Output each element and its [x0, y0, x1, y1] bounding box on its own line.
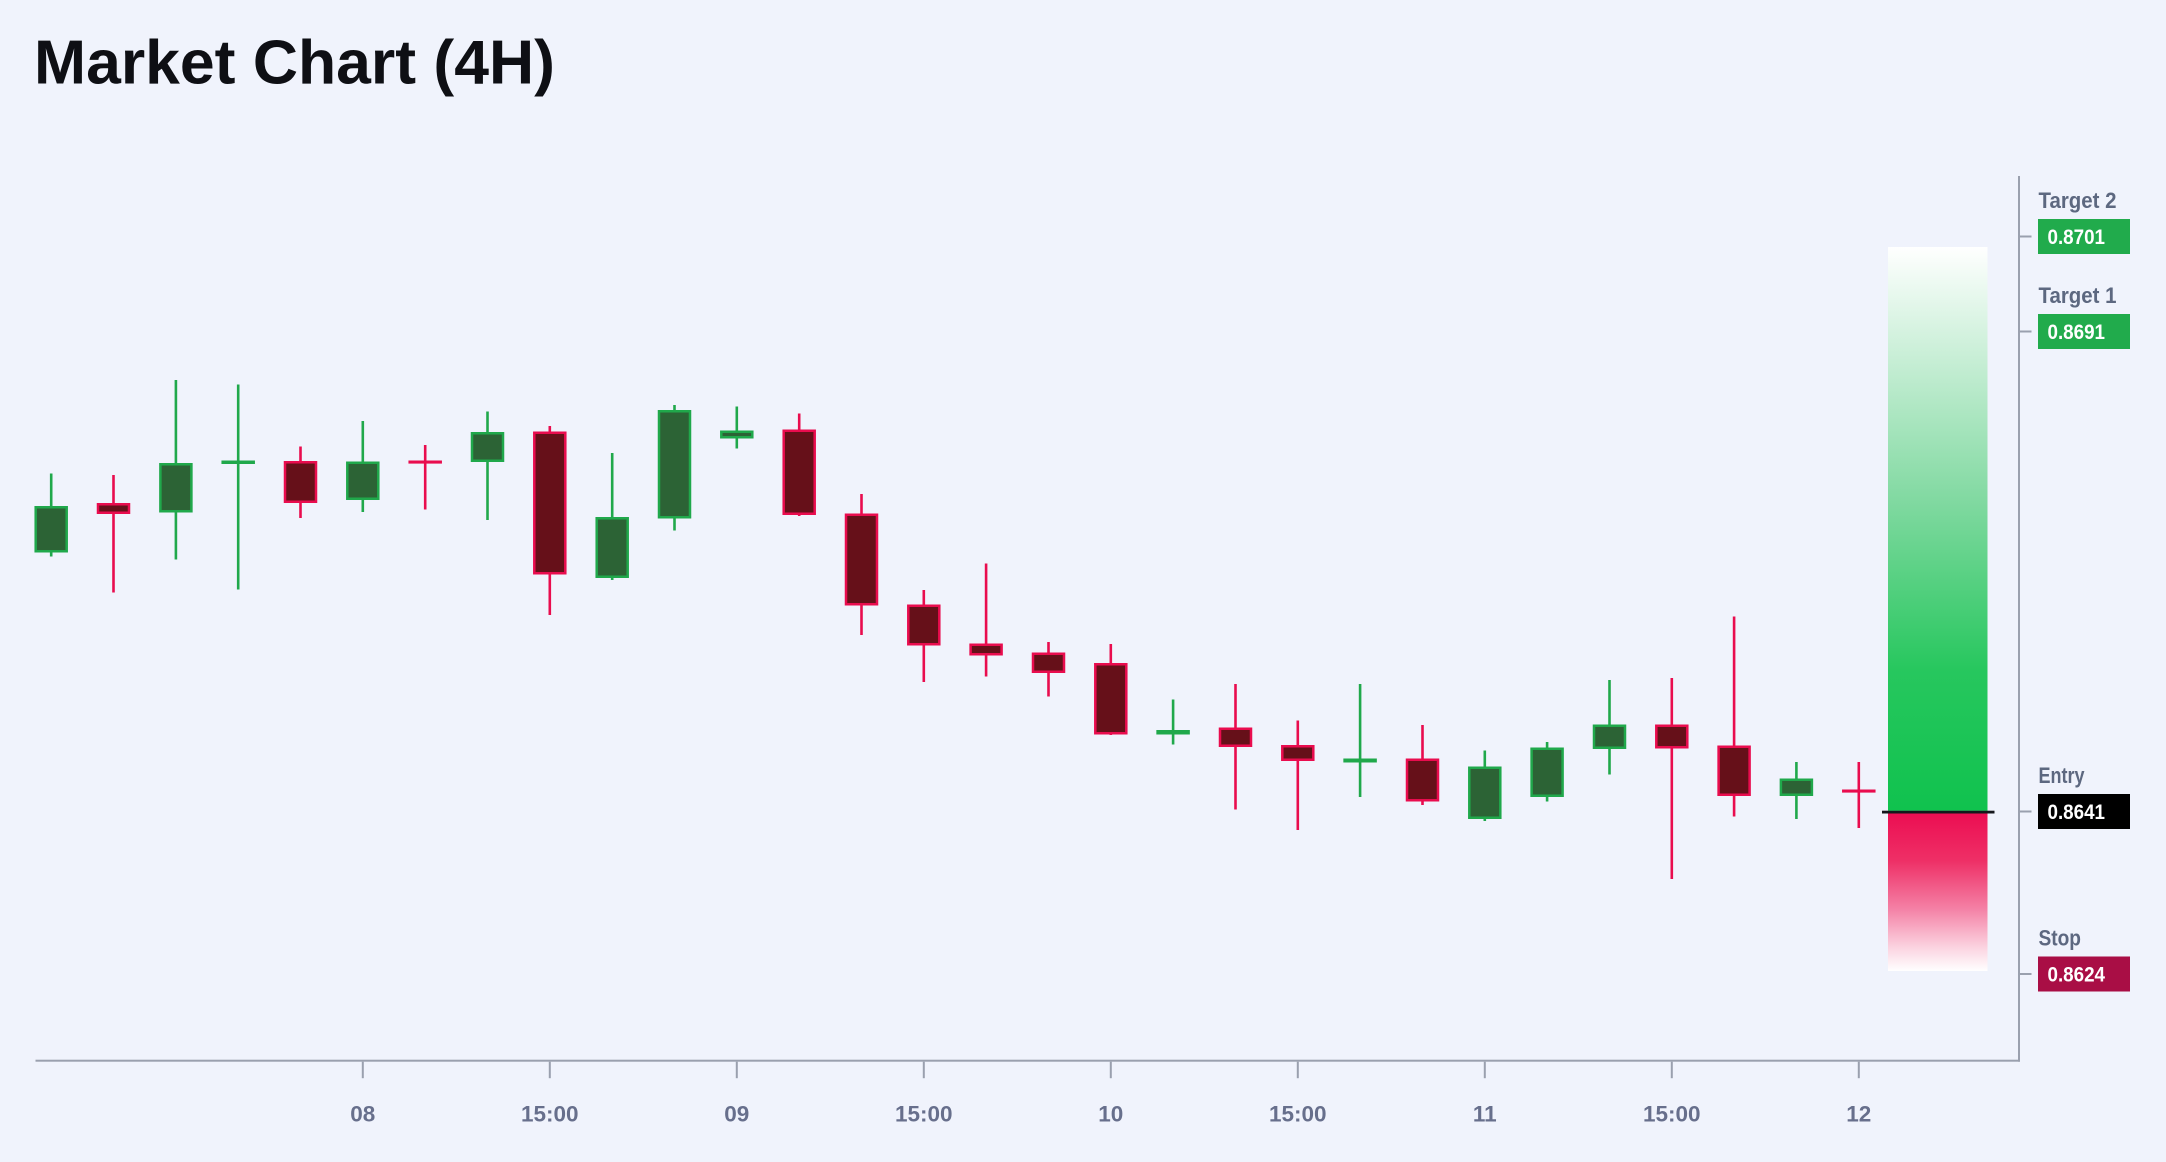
svg-text:Market Chart (4H): Market Chart (4H) [34, 28, 555, 98]
svg-text:08: 08 [350, 1102, 375, 1127]
svg-text:12: 12 [1846, 1102, 1871, 1127]
svg-text:15:00: 15:00 [521, 1102, 579, 1127]
svg-text:0.8641: 0.8641 [2048, 800, 2106, 824]
svg-text:09: 09 [724, 1102, 749, 1127]
svg-text:15:00: 15:00 [1269, 1102, 1327, 1127]
svg-text:Target 1: Target 1 [2039, 283, 2117, 308]
svg-text:0.8701: 0.8701 [2048, 225, 2106, 249]
svg-text:11: 11 [1473, 1102, 1497, 1127]
svg-text:0.8624: 0.8624 [2048, 963, 2106, 987]
svg-text:Target 2: Target 2 [2039, 188, 2117, 213]
svg-text:15:00: 15:00 [895, 1102, 953, 1127]
svg-text:10: 10 [1098, 1102, 1123, 1127]
svg-text:15:00: 15:00 [1643, 1102, 1701, 1127]
svg-text:Entry: Entry [2039, 763, 2086, 788]
svg-text:Stop: Stop [2039, 925, 2082, 950]
svg-text:0.8691: 0.8691 [2048, 320, 2106, 344]
